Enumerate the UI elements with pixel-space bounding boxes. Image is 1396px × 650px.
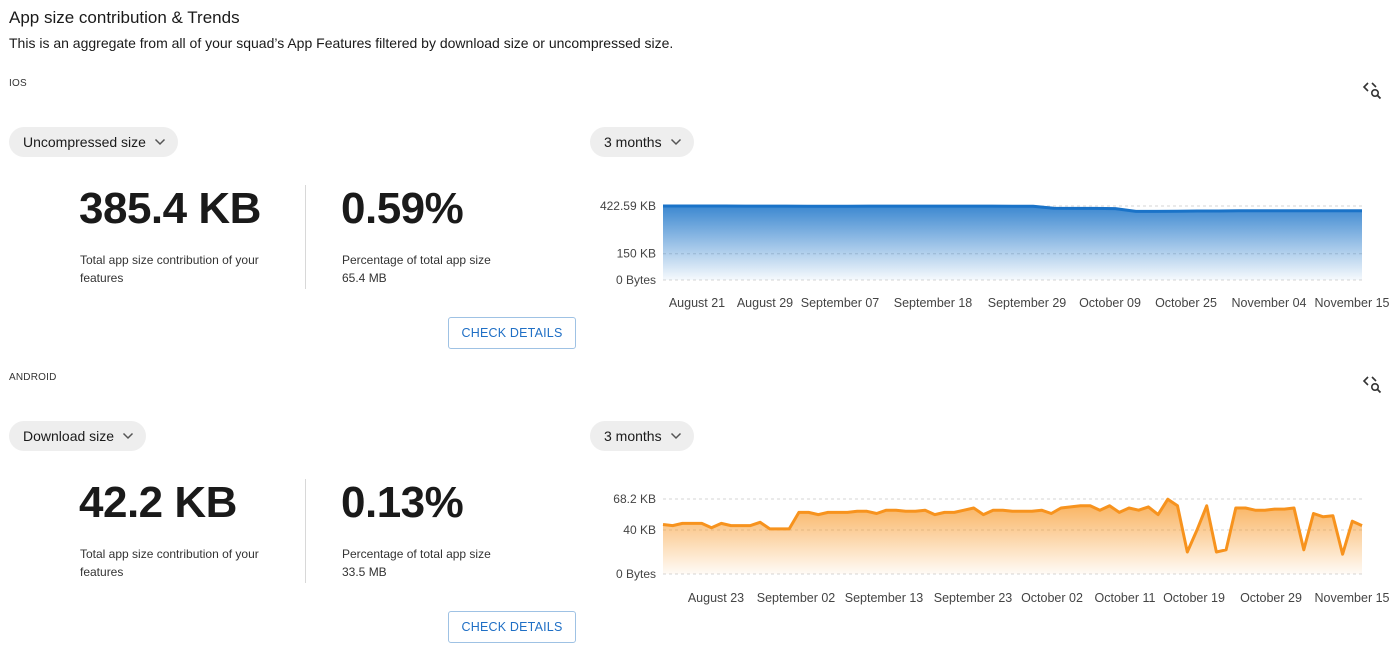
check-details-button[interactable]: CHECK DETAILS [448,611,576,643]
series-area [663,206,1362,280]
x-tick-label: September 13 [845,591,924,605]
platform-label-android: ANDROID [9,372,57,383]
ios-size-trend-chart: 422.59 KB 150 KB 0 Bytes August 21 August 29… [600,199,1390,310]
x-tick-label: November 15 [1314,591,1389,605]
x-tick-label: October 25 [1155,296,1217,310]
stat-divider [305,185,306,289]
total-app-size: 65.4 MB [342,271,387,285]
x-tick-label: September 07 [801,296,880,310]
x-tick-label: October 29 [1240,591,1302,605]
total-size-description: Total app size contribution of your feat… [80,253,259,285]
size-type-value: Download size [23,428,115,444]
percentage-description: Percentage of total app size [342,253,491,267]
android-size-trend-chart: 68.2 KB 40 KB 0 Bytes August 23 September 02… [613,492,1389,605]
size-type-dropdown[interactable]: Uncompressed size [9,127,178,157]
series-line [662,497,1363,556]
x-tick-label: October 09 [1079,296,1141,310]
x-tick-label: September 23 [934,591,1013,605]
code-search-icon[interactable] [1362,374,1384,396]
code-search-icon[interactable] [1362,80,1384,102]
chevron-down-icon [122,432,134,440]
y-tick-label: 422.59 KB [600,199,656,213]
y-tick-label: 68.2 KB [613,492,656,506]
total-size-value: 42.2 KB [79,478,237,527]
chevron-down-icon [154,138,166,146]
total-size-value: 385.4 KB [79,184,261,233]
chevron-down-icon [670,138,682,146]
x-tick-label: August 23 [688,591,744,605]
x-tick-label: September 02 [757,591,836,605]
x-tick-label: September 18 [894,296,973,310]
time-range-dropdown[interactable]: 3 months [590,421,694,451]
percentage-value: 0.59% [341,184,464,233]
x-tick-label: August 29 [737,296,793,310]
chevron-down-icon [670,432,682,440]
size-type-value: Uncompressed size [23,134,146,150]
stat-divider [305,479,306,583]
platform-label-ios: IOS [9,78,27,89]
time-range-value: 3 months [604,428,662,444]
x-tick-label: November 04 [1231,296,1306,310]
time-range-dropdown[interactable]: 3 months [590,127,694,157]
x-tick-label: September 29 [988,296,1067,310]
x-tick-label: October 19 [1163,591,1225,605]
percentage-value: 0.13% [341,478,464,527]
x-tick-label: October 11 [1095,591,1156,605]
check-details-button[interactable]: CHECK DETAILS [448,317,576,349]
total-app-size: 33.5 MB [342,565,387,579]
series-line [663,204,1362,213]
size-type-dropdown[interactable]: Download size [9,421,147,451]
y-tick-label: 0 Bytes [616,567,656,581]
x-tick-label: August 21 [669,296,725,310]
y-tick-label: 150 KB [617,247,656,261]
series-area [663,499,1362,574]
time-range-value: 3 months [604,134,662,150]
page-title: App size contribution & Trends [9,8,240,27]
total-size-description: Total app size contribution of your feat… [80,547,259,579]
y-tick-label: 40 KB [623,523,656,537]
page-subtitle: This is an aggregate from all of your sq… [9,35,674,51]
x-tick-label: October 02 [1021,591,1083,605]
percentage-description: Percentage of total app size [342,547,491,561]
y-tick-label: 0 Bytes [616,273,656,287]
x-tick-label: November 15 [1314,296,1389,310]
